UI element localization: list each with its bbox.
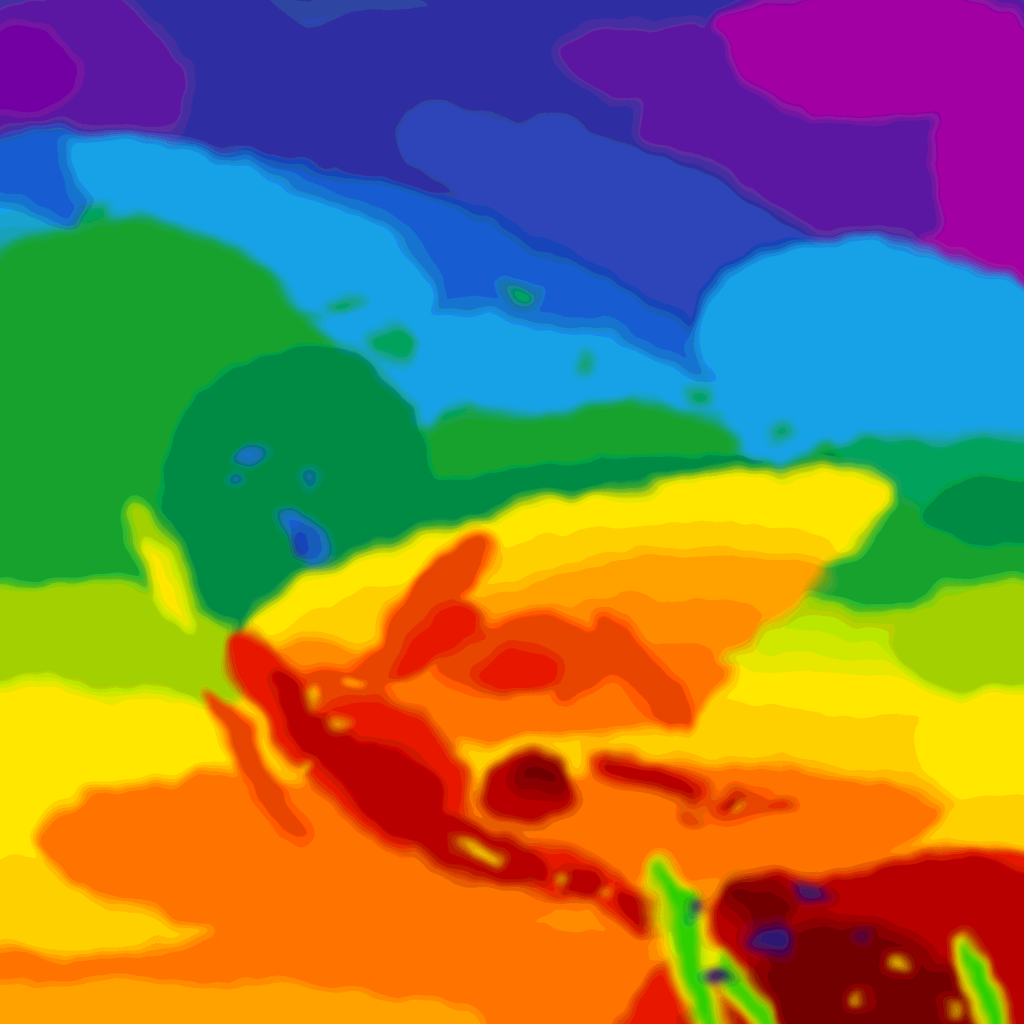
blob [651, 680, 693, 732]
blob [692, 386, 718, 404]
blob [510, 285, 540, 305]
blob [232, 474, 248, 486]
blob [295, 753, 309, 763]
blob [962, 936, 1014, 1024]
blob [676, 893, 696, 907]
blob [550, 13, 730, 97]
paramo-navy-spots [685, 887, 867, 993]
blob [294, 524, 316, 556]
blob [345, 746, 451, 834]
blob [334, 723, 350, 733]
blob [480, 646, 558, 690]
blob [704, 976, 716, 984]
blob [601, 754, 629, 770]
blob [764, 801, 788, 815]
blob [0, 18, 85, 122]
blob [728, 796, 740, 804]
blob [261, 454, 779, 556]
blob [685, 906, 703, 918]
blob [679, 805, 697, 815]
blob [343, 530, 497, 700]
blob [662, 861, 718, 1024]
blob [890, 580, 1024, 700]
blob [606, 892, 618, 900]
blob [721, 954, 775, 1024]
blob [304, 470, 320, 482]
blob [389, 601, 491, 679]
blob [0, 980, 490, 1024]
blob [366, 329, 414, 361]
blob [746, 921, 794, 955]
blob [890, 956, 910, 968]
blob [682, 918, 694, 926]
blob [551, 868, 609, 902]
blob [197, 684, 307, 836]
blob [796, 887, 828, 905]
blob [920, 474, 1024, 546]
blob [915, 690, 1024, 820]
blob [514, 764, 566, 796]
blob [144, 546, 186, 624]
blob [939, 1003, 957, 1013]
blob [278, 680, 382, 810]
blob [553, 875, 567, 885]
andes-green-streaks [662, 861, 1014, 1024]
blob [621, 764, 699, 796]
blob [349, 677, 363, 687]
topleft-purple-blotch [0, 18, 85, 122]
blob [853, 931, 867, 941]
blob [242, 444, 274, 466]
blob [461, 843, 499, 861]
blob [313, 694, 331, 706]
blob [854, 995, 870, 1005]
blob [715, 2, 825, 54]
blob [714, 975, 738, 993]
andes-teal-dots [682, 918, 716, 984]
blob [63, 131, 437, 319]
blob [470, 760, 930, 880]
blob [691, 1004, 709, 1016]
blob [764, 424, 786, 440]
blob [333, 292, 357, 308]
blob [575, 353, 595, 367]
blob [387, 99, 663, 261]
blob [721, 883, 799, 927]
